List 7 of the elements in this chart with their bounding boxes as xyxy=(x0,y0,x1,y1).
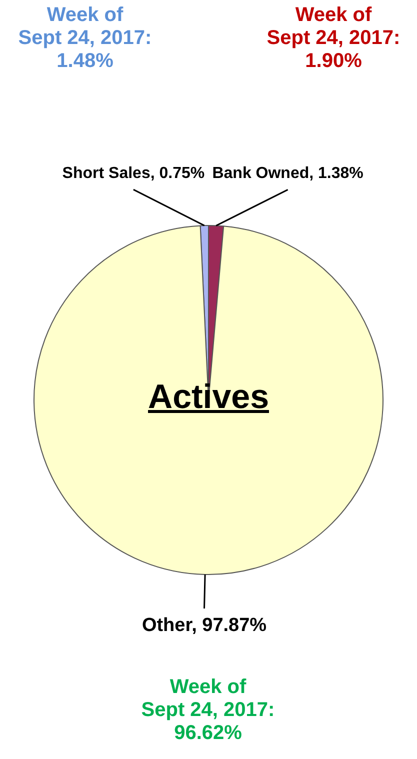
text: Week of Sept 24, 2017: 96.62% xyxy=(140,676,276,745)
slice-label: Bank Owned, 1.38% xyxy=(212,165,364,182)
text: Week of Sept 24, 2017: 1.90% xyxy=(266,4,402,73)
text: Week of Sept 24, 2017: 1.48% xyxy=(17,4,153,73)
slice-label: Other, 97.87% xyxy=(142,615,267,636)
text: Actives xyxy=(147,378,270,417)
slice-label: Short Sales, 0.75% xyxy=(62,164,205,182)
